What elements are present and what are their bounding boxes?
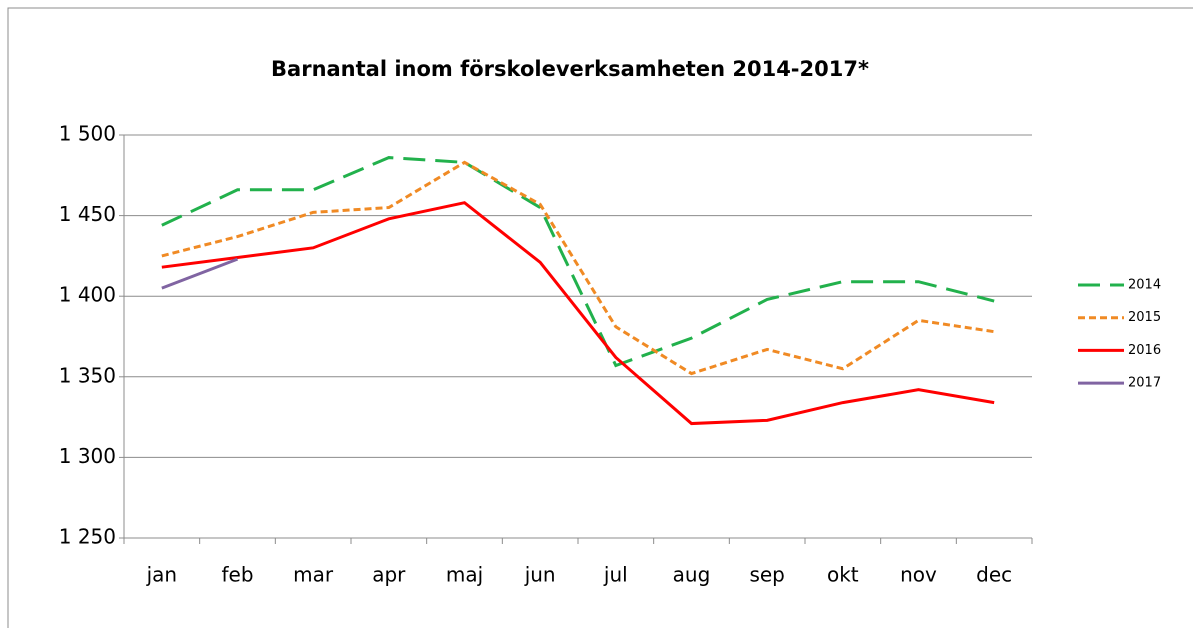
y-tick-label: 1 400 [59, 283, 116, 307]
y-tick-label: 1 350 [59, 363, 116, 387]
x-tick-label: maj [446, 563, 483, 587]
chart-title: Barnantal inom förskoleverksamheten 2014… [271, 57, 869, 81]
y-tick-label: 1 500 [59, 122, 116, 146]
x-tick-label: aug [673, 563, 711, 587]
chart-frame [7, 7, 1193, 628]
series-line [161, 156, 995, 368]
x-tick-label: okt [827, 563, 859, 587]
series-line [161, 160, 995, 376]
x-tick-label: sep [749, 563, 784, 587]
y-tick-label: 1 250 [59, 525, 116, 549]
x-tick-label: nov [900, 563, 937, 587]
y-tick-label: 1 450 [59, 202, 116, 226]
x-tick-label: dec [976, 563, 1012, 587]
x-tick-label: jun [524, 563, 556, 587]
x-tick-label: jan [146, 563, 178, 587]
y-tick-label: 1 300 [59, 444, 116, 468]
legend-label: 2014 [1128, 278, 1161, 293]
series-line [161, 201, 995, 426]
series-line [161, 257, 239, 290]
x-tick-label: mar [293, 563, 334, 587]
legend-label: 2016 [1128, 343, 1161, 358]
x-tick-label: jul [603, 563, 628, 587]
legend-label: 2015 [1128, 310, 1161, 325]
x-tick-label: apr [372, 563, 406, 587]
x-tick-label: feb [221, 563, 253, 587]
legend-label: 2017 [1128, 376, 1161, 391]
